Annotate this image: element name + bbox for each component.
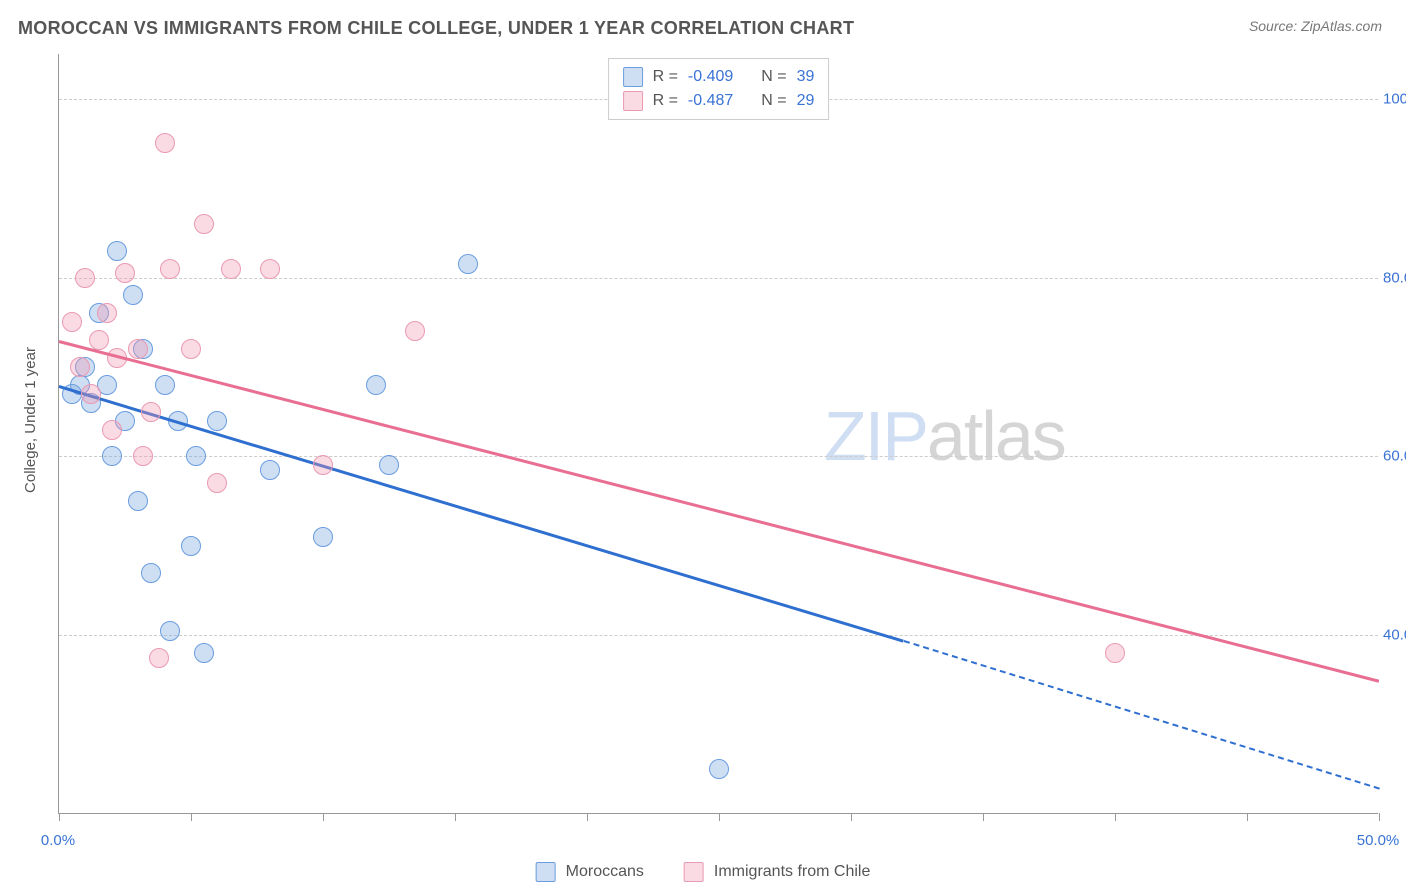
legend-item-2: Immigrants from Chile	[684, 862, 870, 882]
data-point	[102, 446, 122, 466]
gridline	[59, 635, 1378, 636]
data-point	[115, 263, 135, 283]
data-point	[260, 259, 280, 279]
x-tick	[851, 813, 852, 821]
x-tick	[59, 813, 60, 821]
source-name: ZipAtlas.com	[1301, 18, 1382, 34]
data-point	[128, 339, 148, 359]
trendline	[59, 340, 1380, 682]
data-point	[181, 536, 201, 556]
source-prefix: Source:	[1249, 18, 1301, 34]
data-point	[313, 527, 333, 547]
legend-row-series-1: R = -0.409 N = 39	[623, 65, 815, 89]
data-point	[366, 375, 386, 395]
x-tick	[983, 813, 984, 821]
data-point	[102, 420, 122, 440]
n-label: N =	[761, 68, 786, 86]
gridline	[59, 456, 1378, 457]
x-tick-label: 50.0%	[1357, 832, 1400, 849]
data-point	[128, 491, 148, 511]
scatter-chart: R = -0.409 N = 39 R = -0.487 N = 29 ZIPa…	[58, 54, 1378, 814]
data-point	[194, 214, 214, 234]
y-tick-label: 60.0%	[1383, 448, 1406, 465]
data-point	[107, 241, 127, 261]
data-point	[160, 621, 180, 641]
data-point	[155, 133, 175, 153]
x-tick	[455, 813, 456, 821]
data-point	[141, 563, 161, 583]
x-tick	[1115, 813, 1116, 821]
series-2-name: Immigrants from Chile	[714, 863, 870, 881]
data-point	[81, 384, 101, 404]
r-value-1: -0.409	[688, 68, 733, 86]
y-axis-label: College, Under 1 year	[22, 347, 39, 493]
data-point	[123, 285, 143, 305]
swatch-series-1	[536, 862, 556, 882]
r-value-2: -0.487	[688, 92, 733, 110]
legend-item-1: Moroccans	[536, 862, 644, 882]
y-tick-label: 80.0%	[1383, 269, 1406, 286]
data-point	[155, 375, 175, 395]
n-label: N =	[761, 92, 786, 110]
watermark-part1: ZIP	[824, 397, 927, 475]
x-tick-label: 0.0%	[41, 832, 75, 849]
swatch-series-2	[684, 862, 704, 882]
trendline	[59, 385, 905, 642]
data-point	[207, 473, 227, 493]
data-point	[97, 303, 117, 323]
data-point	[709, 759, 729, 779]
data-point	[313, 455, 333, 475]
data-point	[62, 312, 82, 332]
data-point	[70, 357, 90, 377]
x-tick	[587, 813, 588, 821]
gridline	[59, 278, 1378, 279]
watermark-part2: atlas	[927, 397, 1065, 475]
n-value-2: 29	[797, 92, 815, 110]
data-point	[194, 643, 214, 663]
x-tick	[1247, 813, 1248, 821]
y-tick-label: 100.0%	[1383, 90, 1406, 107]
data-point	[405, 321, 425, 341]
data-point	[160, 259, 180, 279]
watermark: ZIPatlas	[824, 396, 1065, 476]
data-point	[75, 268, 95, 288]
legend-row-series-2: R = -0.487 N = 29	[623, 89, 815, 113]
data-point	[186, 446, 206, 466]
chart-title: MOROCCAN VS IMMIGRANTS FROM CHILE COLLEG…	[18, 18, 854, 39]
r-label: R =	[653, 68, 678, 86]
swatch-series-1	[623, 67, 643, 87]
data-point	[181, 339, 201, 359]
data-point	[458, 254, 478, 274]
data-point	[379, 455, 399, 475]
x-tick	[191, 813, 192, 821]
y-tick-label: 40.0%	[1383, 627, 1406, 644]
series-legend: Moroccans Immigrants from Chile	[536, 862, 871, 882]
data-point	[260, 460, 280, 480]
x-tick	[323, 813, 324, 821]
data-point	[141, 402, 161, 422]
data-point	[1105, 643, 1125, 663]
data-point	[221, 259, 241, 279]
data-point	[149, 648, 169, 668]
source-attribution: Source: ZipAtlas.com	[1249, 18, 1382, 34]
data-point	[207, 411, 227, 431]
x-tick	[1379, 813, 1380, 821]
data-point	[133, 446, 153, 466]
swatch-series-2	[623, 91, 643, 111]
n-value-1: 39	[797, 68, 815, 86]
r-label: R =	[653, 92, 678, 110]
data-point	[89, 330, 109, 350]
x-tick	[719, 813, 720, 821]
correlation-legend: R = -0.409 N = 39 R = -0.487 N = 29	[608, 58, 830, 120]
series-1-name: Moroccans	[566, 863, 644, 881]
